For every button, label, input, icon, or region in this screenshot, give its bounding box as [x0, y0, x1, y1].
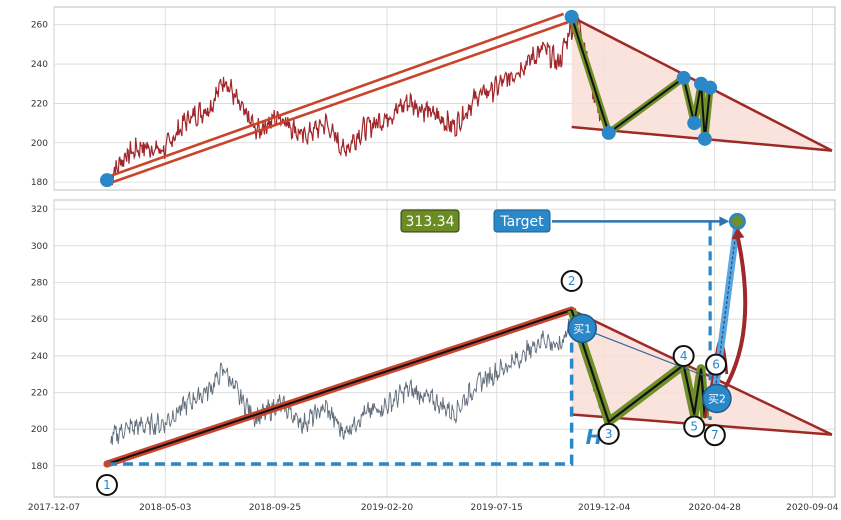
top-trend-line-upper	[106, 12, 565, 179]
bottom-x-tick-label: 2020-04-28	[689, 503, 742, 513]
top-panel: 180 200 220 240 260	[31, 6, 836, 191]
bottom-y-tick-label: 320	[31, 205, 48, 215]
point-label: 1	[103, 478, 111, 492]
connector-line	[582, 327, 706, 377]
top-y-tick-label: 220	[31, 99, 48, 109]
bottom-y-tick-label: 200	[31, 425, 48, 435]
bottom-x-tick-label: 2019-07-15	[471, 503, 523, 513]
point-label: 6	[712, 358, 720, 372]
bottom-x-tick-label: 2019-02-20	[361, 503, 414, 513]
point-label-circle	[597, 422, 620, 445]
buy-marker	[567, 313, 597, 344]
bottom-panel: 180 200 220 240 260 280 300 320 2017-12-07 2018-0…	[28, 199, 839, 513]
target-value-label: 313.34	[406, 214, 455, 230]
bottom-y-tick-label: 220	[31, 389, 48, 399]
bottom-x-tick-label: 2018-09-25	[249, 503, 301, 513]
top-trend-line-lower	[106, 19, 573, 186]
top-pivot-node	[99, 173, 114, 188]
wave-line	[570, 309, 706, 424]
point-label: 2	[568, 274, 576, 288]
target-curve-arrow	[718, 234, 748, 398]
target-arrowhead	[719, 216, 730, 227]
point-label-circle	[95, 474, 118, 496]
height-measure	[106, 310, 574, 466]
start-dot	[103, 460, 111, 468]
top-pivot-node	[564, 9, 579, 24]
bottom-x-tick-label: 2017-12-07	[28, 503, 80, 513]
trend-line	[106, 309, 572, 465]
bottom-y-tick-label: 260	[31, 315, 48, 325]
top-y-tick-label: 240	[31, 60, 48, 70]
bottom-y-tick-label: 240	[31, 352, 48, 362]
top-pivot-node	[687, 116, 702, 131]
bottom-x-tick-label: 2019-12-04	[578, 503, 631, 513]
top-pivot-node	[697, 131, 712, 146]
target-value-box	[400, 209, 460, 233]
point-label-circle	[672, 345, 695, 367]
bottom-y-tick-label: 280	[31, 279, 48, 289]
top-pivot-node	[703, 80, 718, 95]
point-label: 7	[711, 428, 719, 442]
point-label-circle	[705, 353, 728, 376]
bottom-price-line	[110, 307, 607, 446]
target-label-box	[493, 209, 551, 233]
point-label-circle	[683, 415, 706, 438]
buy-marker-label: 买1	[573, 322, 591, 335]
bottom-x-tick-label: 2020-09-04	[786, 503, 839, 513]
point-label: 3	[605, 427, 613, 441]
bottom-y-tick-label: 300	[31, 242, 48, 252]
buy-marker	[702, 383, 732, 414]
bottom-y-tick-label: 180	[31, 462, 48, 472]
target-node	[728, 212, 746, 230]
buy-marker-label: 买2	[708, 393, 726, 406]
top-y-tick-label: 200	[31, 139, 48, 149]
point-label: 4	[680, 349, 688, 363]
top-price-line	[110, 17, 607, 186]
top-y-tick-label: 260	[31, 21, 48, 31]
top-pivot-node	[676, 70, 691, 85]
bottom-x-tick-label: 2018-05-03	[139, 503, 191, 513]
target-curve-arrowhead	[731, 227, 745, 240]
point-label-circle	[703, 424, 726, 447]
point-label-circle	[560, 270, 583, 292]
top-pivot-node	[601, 125, 616, 140]
top-y-tick-label: 180	[31, 178, 48, 188]
point-label: 5	[690, 420, 698, 434]
target-label: Target	[499, 214, 544, 230]
